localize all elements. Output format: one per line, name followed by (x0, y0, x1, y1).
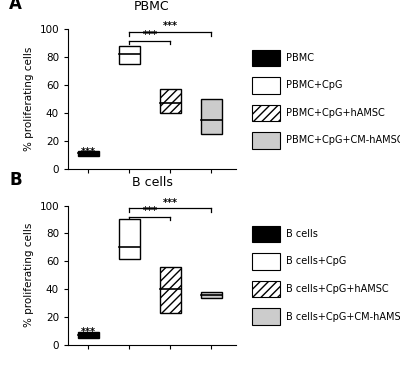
Bar (160, 267, 181, 313)
Text: ***: *** (163, 197, 178, 208)
Text: B cells+CpG+hAMSC: B cells+CpG+hAMSC (286, 284, 389, 294)
Text: A: A (9, 0, 22, 12)
Bar (201, 292, 222, 298)
Text: PBMC: PBMC (286, 53, 314, 63)
Text: PBMC+CpG+hAMSC: PBMC+CpG+hAMSC (286, 108, 385, 118)
Text: B cells+CpG+CM-hAMSC: B cells+CpG+CM-hAMSC (286, 312, 400, 321)
Bar (119, 219, 140, 258)
Text: B cells+CpG: B cells+CpG (286, 257, 346, 266)
Bar (119, 46, 140, 64)
Y-axis label: % proliferating cells: % proliferating cells (24, 223, 34, 327)
Bar (78, 333, 99, 338)
Y-axis label: % proliferating cells: % proliferating cells (24, 47, 34, 151)
Text: ***: *** (163, 21, 178, 32)
Text: ***: *** (81, 327, 96, 337)
Text: B cells: B cells (132, 176, 172, 189)
Text: B: B (9, 171, 22, 189)
Text: ***: *** (142, 206, 158, 216)
Text: PBMC+CpG+CM-hAMSC: PBMC+CpG+CM-hAMSC (286, 135, 400, 145)
Text: ***: *** (81, 146, 96, 156)
Text: ***: *** (142, 30, 158, 40)
Bar (201, 99, 222, 134)
Bar (78, 151, 99, 156)
Text: B cells: B cells (286, 229, 318, 239)
Text: PBMC: PBMC (134, 0, 170, 12)
Bar (160, 89, 181, 113)
Text: PBMC+CpG: PBMC+CpG (286, 80, 342, 90)
